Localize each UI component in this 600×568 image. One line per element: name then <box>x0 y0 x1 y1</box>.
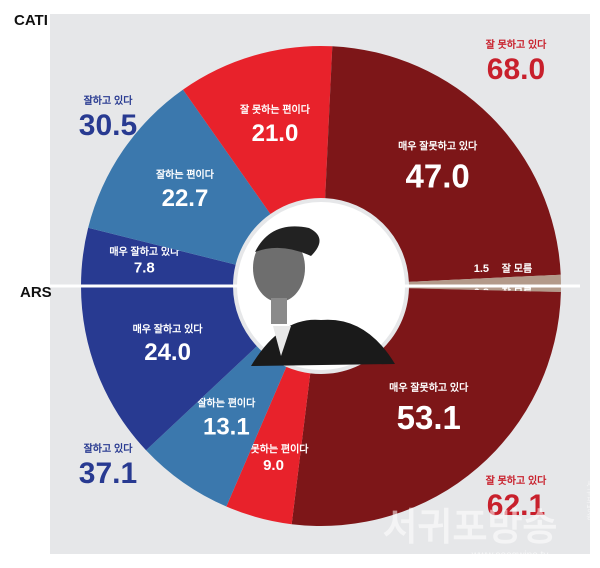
ars-positive-total-value: 37.1 <box>79 457 137 490</box>
cati-value-label-4: 22.7 <box>162 185 209 212</box>
cati-category-label-3: 매우 잘하고 있다 <box>109 245 180 258</box>
ars-negative-total-value: 62.1 <box>487 489 545 522</box>
ars-value-label-2: 9.0 <box>263 457 284 474</box>
cati-category-label-2: 잘 모름 <box>502 263 532 275</box>
watermark-vertical: 서귀포방송 <box>585 480 594 520</box>
cati-slice-4 <box>88 89 271 265</box>
cati-positive-total-label: 잘하고 있다 <box>84 94 134 107</box>
cati-value-label-0: 21.0 <box>252 120 299 147</box>
cati-value-label-1: 47.0 <box>406 157 470 194</box>
cati-negative-total-label: 잘 못하고 있다 <box>486 38 548 51</box>
cati-slice-0 <box>182 45 333 215</box>
ars-positive-total-label: 잘하고 있다 <box>84 442 134 455</box>
cati-value-label-2: 1.5 <box>474 263 489 275</box>
watermark-title: 서귀포방송 <box>383 507 558 549</box>
cati-category-label-1: 매우 잘못하고 있다 <box>398 140 478 153</box>
ars-label: ARS <box>20 284 52 301</box>
cati-slice-1 <box>325 46 561 282</box>
ars-slice-3 <box>146 346 287 507</box>
cati-category-label-0: 잘 못하는 편이다 <box>240 103 311 116</box>
cati-label: CATI <box>14 12 48 29</box>
cati-slice-3 <box>81 227 236 286</box>
ars-slice-2 <box>226 366 311 525</box>
cati-slice-2 <box>408 274 561 286</box>
ars-slice-4 <box>81 286 257 451</box>
watermark-url: www.seogwipo.tv <box>471 550 549 561</box>
ars-category-label-4: 매우 잘하고 있다 <box>133 322 204 335</box>
cati-negative-total-value: 68.0 <box>487 53 545 86</box>
ars-value-label-1: 53.1 <box>397 399 461 436</box>
ars-category-label-1: 매우 잘못하고 있다 <box>389 381 469 394</box>
ars-value-label-3: 13.1 <box>203 413 250 440</box>
ars-negative-total-label: 잘 못하고 있다 <box>486 474 548 487</box>
portrait-photo <box>251 226 395 366</box>
ars-category-label-3: 잘하는 편이다 <box>197 397 256 410</box>
ars-slice-1 <box>291 288 561 526</box>
ars-value-label-4: 24.0 <box>144 339 191 366</box>
cati-positive-total-value: 30.5 <box>79 109 137 142</box>
cati-value-label-3: 7.8 <box>134 259 155 276</box>
cati-category-label-4: 잘하는 편이다 <box>156 168 215 181</box>
ars-slice-0 <box>408 286 561 293</box>
ars-category-label-2: 잘 못하는 편이다 <box>239 443 310 456</box>
